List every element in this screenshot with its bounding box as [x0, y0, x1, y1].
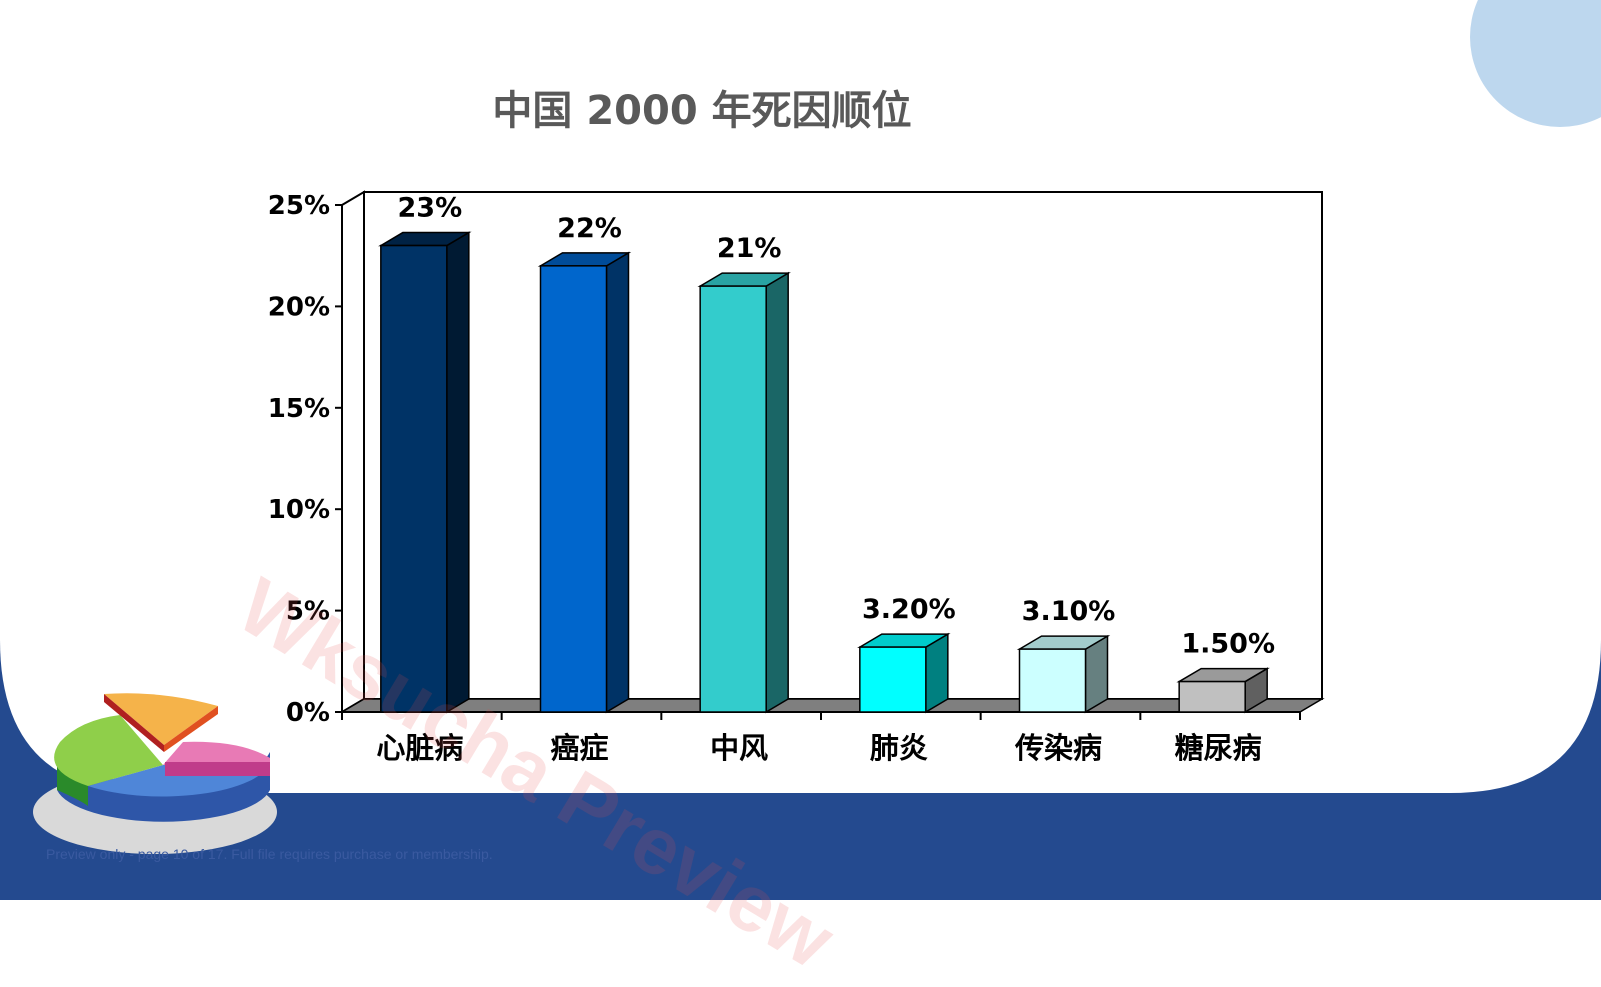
- corner-circle: [1470, 0, 1601, 127]
- y-tick-label: 20%: [268, 292, 330, 322]
- bar-side-2: [605, 251, 630, 714]
- chart-title: 中国 2000 年死因顺位: [492, 88, 911, 134]
- chart-side-wall: [341, 190, 365, 714]
- data-label: 1.50%: [1181, 629, 1275, 660]
- data-label: 3.20%: [862, 594, 956, 625]
- bar-side-1: [446, 231, 470, 714]
- pie-chart-icon: [33, 693, 277, 854]
- bar-2: [539, 265, 608, 713]
- y-tick-label: 15%: [268, 394, 330, 424]
- bar-5: [1018, 648, 1087, 713]
- footer-note: Preview only - page 10 of 17. Full file …: [46, 846, 493, 862]
- data-label: 22%: [557, 213, 622, 244]
- category-label: 传染病: [1014, 731, 1102, 765]
- bar-chart: 0% 5% 10% 15% 20% 25% 23% 心脏病 22% 癌症 21% 中风 3.20% 肺炎 3…: [268, 190, 1325, 765]
- data-label: 3.10%: [1022, 596, 1116, 627]
- bar-6: [1178, 680, 1246, 713]
- bar-4: [859, 646, 927, 713]
- y-tick-label: 10%: [268, 495, 330, 525]
- y-tick-label: 0%: [286, 698, 330, 728]
- chart-back-wall: [363, 191, 1323, 700]
- y-tick-label: 5%: [286, 597, 330, 627]
- bar-3: [699, 285, 767, 713]
- bar-1: [380, 244, 448, 713]
- chart-floor: [339, 698, 1325, 713]
- category-label: 肺炎: [870, 731, 928, 765]
- data-label: 23%: [398, 193, 463, 224]
- data-label: 21%: [717, 233, 782, 264]
- bar-side-3: [765, 271, 789, 714]
- category-label: 癌症: [550, 731, 608, 765]
- category-label: 中风: [710, 731, 768, 765]
- y-tick-label: 25%: [268, 191, 330, 221]
- slide-background: 中国 2000 年死因顺位 0% 5% 10% 15% 20% 25% 23% 心脏病 22% 癌…: [0, 0, 1601, 900]
- category-label: 心脏病: [376, 731, 463, 765]
- category-label: 糖尿病: [1175, 731, 1262, 765]
